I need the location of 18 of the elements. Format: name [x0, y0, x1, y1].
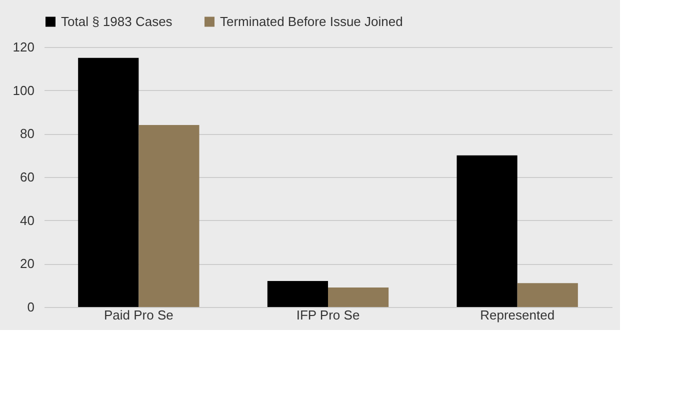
legend-label: Total § 1983 Cases — [61, 14, 173, 29]
bar — [138, 125, 200, 307]
x-tick-label: Represented — [480, 308, 555, 322]
y-tick-label: 100 — [12, 82, 34, 98]
bar — [267, 281, 328, 307]
bar — [456, 155, 518, 307]
legend-label: Terminated Before Issue Joined — [220, 14, 403, 29]
bar — [78, 58, 139, 307]
y-tick-label: 40 — [20, 212, 34, 228]
bar — [517, 283, 578, 307]
bar — [328, 288, 389, 307]
y-tick-label: 80 — [20, 126, 34, 142]
x-tick-label: Paid Pro Se — [104, 308, 174, 322]
y-tick-label: 120 — [12, 40, 34, 54]
y-tick-label: 20 — [20, 256, 34, 272]
x-tick-label: IFP Pro Se — [296, 308, 360, 322]
y-tick-label: 0 — [27, 300, 34, 314]
y-tick-label: 60 — [20, 170, 34, 184]
